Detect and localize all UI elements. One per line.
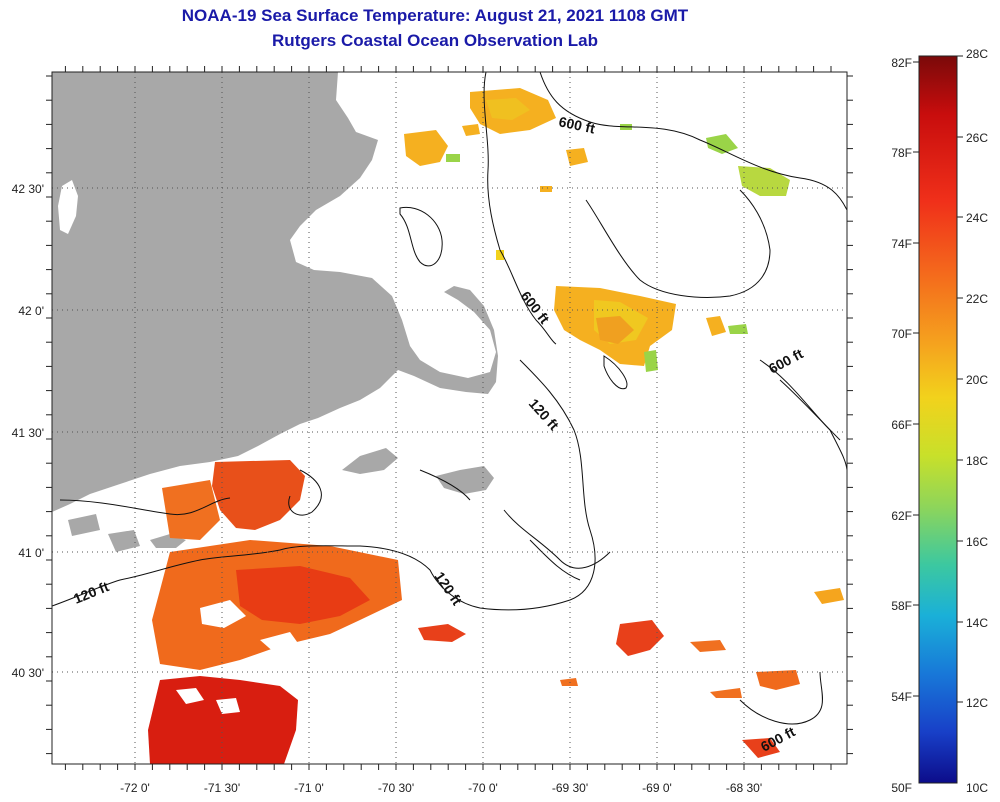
- map-title: NOAA-19 Sea Surface Temperature: August …: [181, 6, 689, 25]
- lon-tick-label: -71 30': [204, 781, 240, 795]
- graticule: [52, 72, 847, 764]
- contour-label: 600 ft: [557, 113, 596, 136]
- land-mainland: [52, 72, 498, 512]
- lon-tick-label: -69 30': [552, 781, 588, 795]
- lon-tick-label: -68 30': [726, 781, 762, 795]
- lon-tick-label: -70 0': [468, 781, 498, 795]
- colorbar-c-label: 12C: [966, 696, 988, 710]
- colorbar-f-label: 82F: [891, 56, 912, 70]
- colorbar-f-label: 78F: [891, 146, 912, 160]
- axis-ticks: [46, 66, 853, 770]
- colorbar-gradient: [918, 55, 958, 784]
- lat-tick-label: 42 0': [18, 304, 44, 318]
- colorbar-c-label: 26C: [966, 131, 988, 145]
- colorbar-c-label: 22C: [966, 292, 988, 306]
- colorbar-f-label: 70F: [891, 327, 912, 341]
- colorbar-c-label: 18C: [966, 454, 988, 468]
- colorbar-f-label: 74F: [891, 237, 912, 251]
- colorbar-f-label: 62F: [891, 509, 912, 523]
- colorbar-c-label: 28C: [966, 47, 988, 61]
- map-border: [51, 71, 848, 765]
- lon-tick-label: -69 0': [642, 781, 672, 795]
- colorbar-c-label: 20C: [966, 373, 988, 387]
- lon-tick-label: -71 0': [294, 781, 324, 795]
- colorbar-f-label: 66F: [891, 418, 912, 432]
- map-subtitle: Rutgers Coastal Ocean Observation Lab: [272, 31, 598, 50]
- island-nantucket: [436, 466, 494, 494]
- colorbar-f-label: 54F: [891, 690, 912, 704]
- longitude-labels: -72 0' -71 30' -71 0' -70 30' -70 0' -69…: [120, 781, 762, 795]
- lon-tick-label: -70 30': [378, 781, 414, 795]
- colorbar-c-label: 16C: [966, 535, 988, 549]
- colorbar-c-label: 24C: [966, 211, 988, 225]
- colorbar-f-label: 58F: [891, 599, 912, 613]
- colorbar-f-label: 50F: [891, 781, 912, 795]
- colorbar: 82F 78F 74F 70F 66F 62F 58F 54F 50F 28C …: [891, 47, 988, 795]
- bathymetry-contours: [52, 72, 847, 725]
- colorbar-c-label: 14C: [966, 616, 988, 630]
- lon-tick-label: -72 0': [120, 781, 150, 795]
- lat-tick-label: 42 30': [12, 182, 44, 196]
- island-marthas-vineyard: [342, 448, 398, 474]
- latitude-labels: 42 30' 42 0' 41 30' 41 0' 40 30': [12, 182, 44, 680]
- colorbar-c-label: 10C: [966, 781, 988, 795]
- lat-tick-label: 41 30': [12, 426, 44, 440]
- lat-tick-label: 41 0': [18, 546, 44, 560]
- lat-tick-label: 40 30': [12, 666, 44, 680]
- sst-patches: [148, 88, 844, 764]
